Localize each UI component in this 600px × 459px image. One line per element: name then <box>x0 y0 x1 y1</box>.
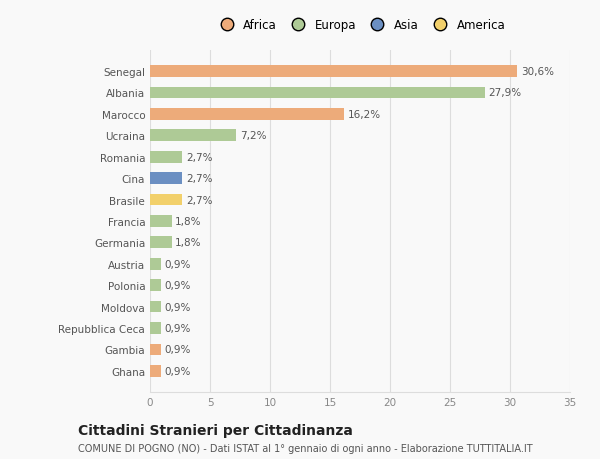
Text: 16,2%: 16,2% <box>348 110 381 120</box>
Bar <box>150 344 161 356</box>
Text: 0,9%: 0,9% <box>164 280 191 291</box>
Bar <box>150 151 182 163</box>
Text: 30,6%: 30,6% <box>521 67 554 77</box>
Bar <box>150 130 236 142</box>
Text: 1,8%: 1,8% <box>175 238 202 248</box>
Bar <box>150 365 161 377</box>
Bar <box>150 109 344 121</box>
Bar <box>150 194 182 206</box>
Text: 0,9%: 0,9% <box>164 323 191 333</box>
Text: 2,7%: 2,7% <box>186 195 212 205</box>
Text: 0,9%: 0,9% <box>164 259 191 269</box>
Bar <box>150 216 172 227</box>
Bar <box>150 237 172 249</box>
Text: 2,7%: 2,7% <box>186 174 212 184</box>
Text: COMUNE DI POGNO (NO) - Dati ISTAT al 1° gennaio di ogni anno - Elaborazione TUTT: COMUNE DI POGNO (NO) - Dati ISTAT al 1° … <box>78 443 533 453</box>
Bar <box>150 301 161 313</box>
Text: 0,9%: 0,9% <box>164 366 191 376</box>
Text: 7,2%: 7,2% <box>240 131 266 141</box>
Bar <box>150 280 161 291</box>
Text: Cittadini Stranieri per Cittadinanza: Cittadini Stranieri per Cittadinanza <box>78 423 353 437</box>
Text: 0,9%: 0,9% <box>164 345 191 355</box>
Text: 2,7%: 2,7% <box>186 152 212 162</box>
Legend: Africa, Europa, Asia, America: Africa, Europa, Asia, America <box>211 15 509 35</box>
Bar <box>150 87 485 99</box>
Text: 1,8%: 1,8% <box>175 217 202 226</box>
Bar <box>150 66 517 78</box>
Bar <box>150 322 161 334</box>
Bar <box>150 258 161 270</box>
Bar <box>150 173 182 185</box>
Text: 0,9%: 0,9% <box>164 302 191 312</box>
Text: 27,9%: 27,9% <box>488 88 521 98</box>
